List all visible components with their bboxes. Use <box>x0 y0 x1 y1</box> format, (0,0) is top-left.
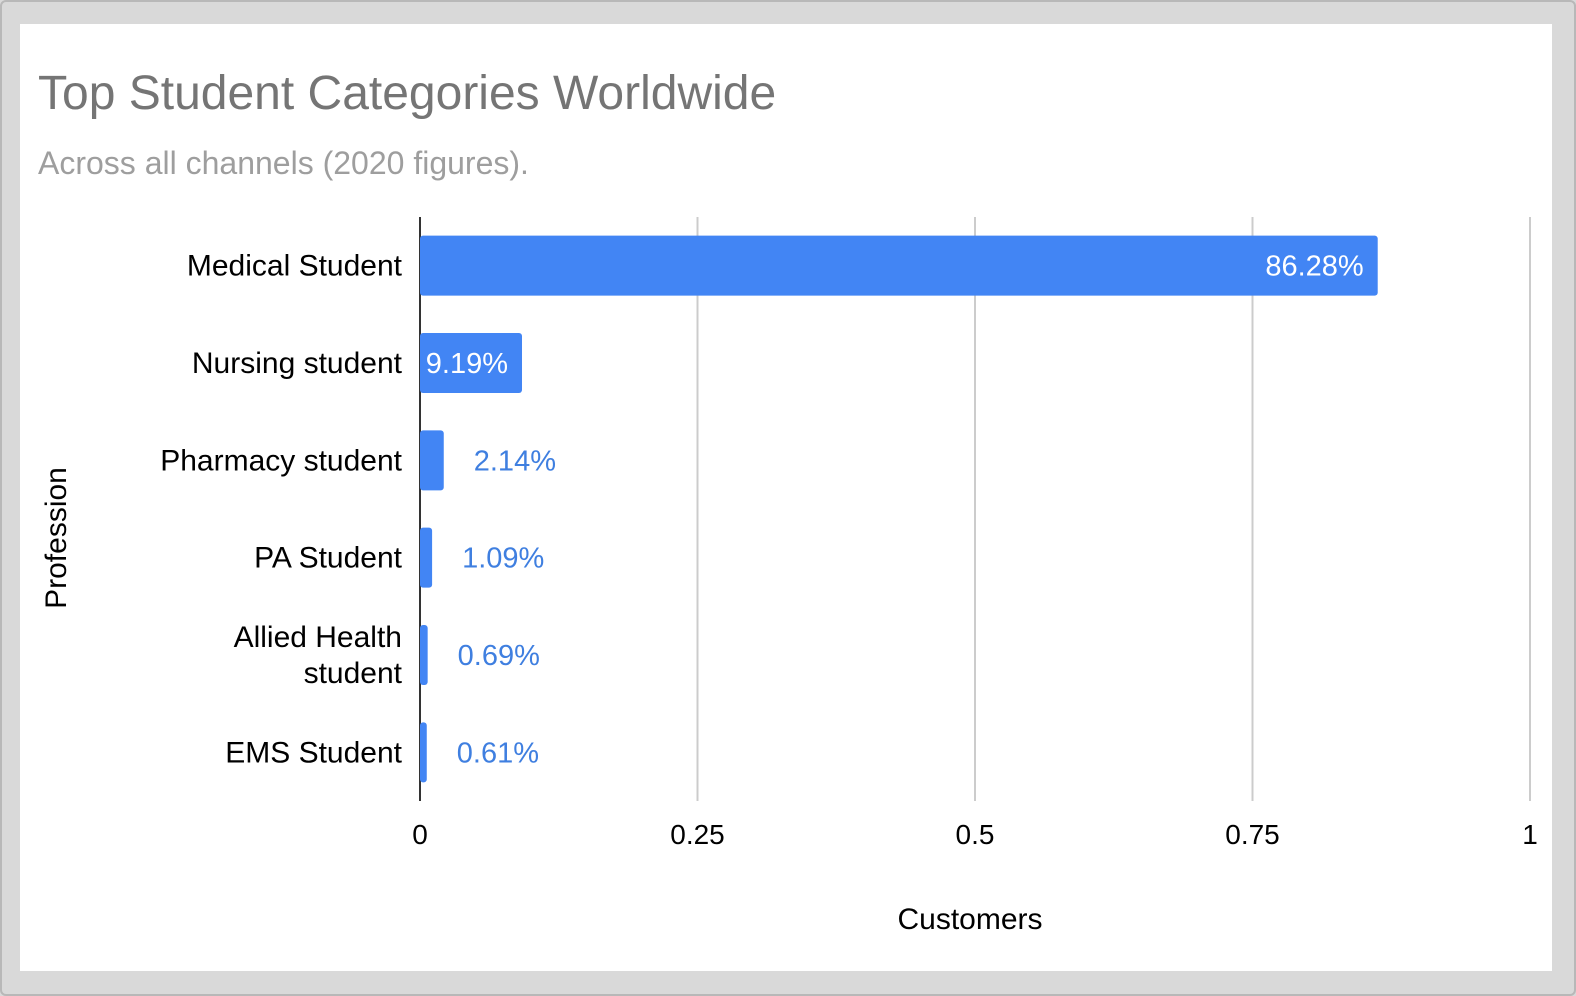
category-labels: Medical Student Nursing student Pharmacy s… <box>160 250 402 770</box>
bar <box>420 625 428 685</box>
x-axis-ticks: 0 0.25 0.5 0.75 1 <box>412 819 1538 850</box>
chart-card: Top Student Categories Worldwide Across … <box>20 24 1552 971</box>
data-label: 0.69% <box>458 640 540 672</box>
category-label: Allied Health student <box>234 621 403 690</box>
x-tick-label: 1 <box>1522 819 1538 850</box>
x-axis-title: Customers <box>897 903 1042 936</box>
x-tick-label: 0.5 <box>956 819 995 850</box>
data-label: 2.14% <box>474 445 556 477</box>
x-tick-label: 0.75 <box>1225 819 1280 850</box>
bar <box>420 722 427 783</box>
category-label: Nursing student <box>192 347 403 380</box>
data-labels: 86.28% 9.19% 2.14% 1.09% 0.69% 0.61% <box>426 251 1364 770</box>
bars <box>420 235 1378 783</box>
x-tick-label: 0.25 <box>670 819 725 850</box>
bar <box>420 430 444 491</box>
bar <box>420 235 1378 296</box>
x-tick-label: 0 <box>412 819 428 850</box>
y-axis-title: Profession <box>40 467 73 609</box>
category-label: Pharmacy student <box>160 444 402 477</box>
chart-title: Top Student Categories Worldwide <box>38 67 776 120</box>
category-label: EMS Student <box>225 736 402 769</box>
bar-chart: Top Student Categories Worldwide Across … <box>38 67 1538 936</box>
chart-subtitle: Across all channels (2020 figures). <box>38 145 529 181</box>
data-label: 1.09% <box>462 543 544 575</box>
bar <box>420 527 433 588</box>
data-label: 0.61% <box>457 737 539 769</box>
data-label: 9.19% <box>426 348 508 380</box>
bar <box>420 333 523 393</box>
category-label: Medical Student <box>187 250 403 283</box>
gridlines <box>419 217 1531 801</box>
data-label: 86.28% <box>1265 251 1363 283</box>
category-label: PA Student <box>254 542 403 575</box>
